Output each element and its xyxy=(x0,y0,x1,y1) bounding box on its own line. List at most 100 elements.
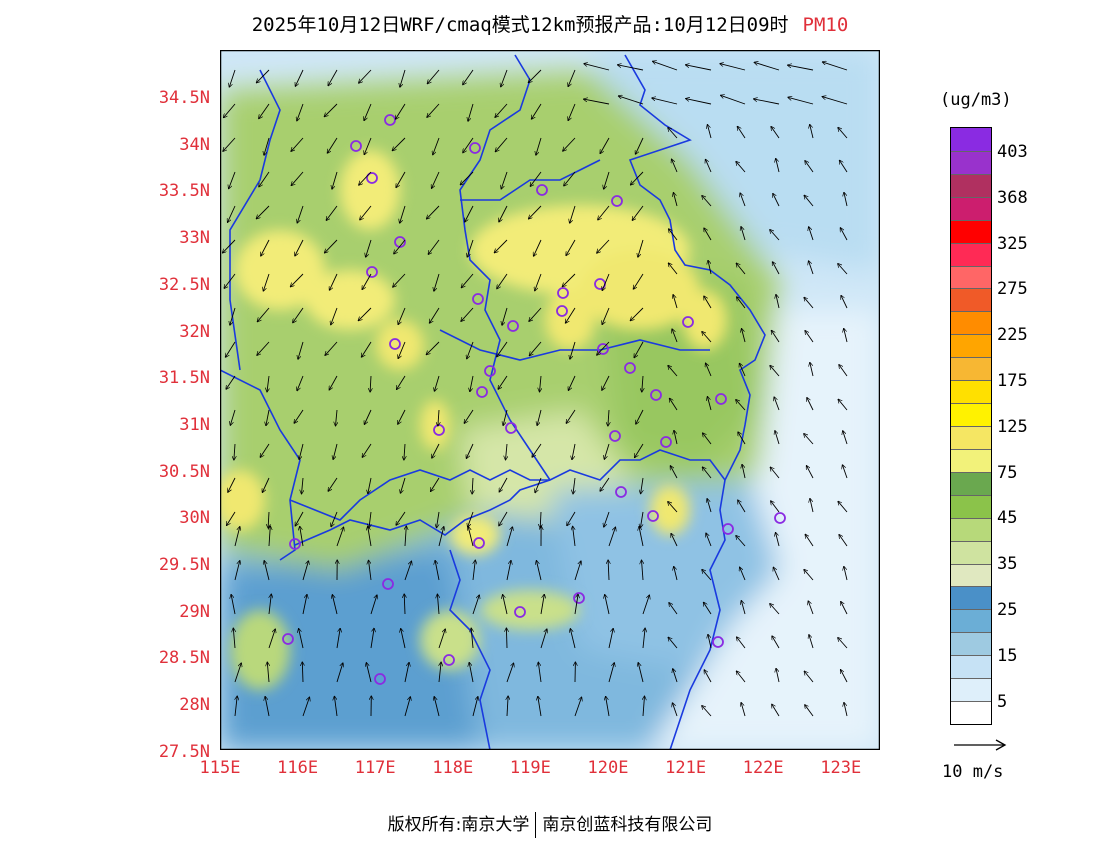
wind-arrow xyxy=(302,662,303,683)
wind-arrow xyxy=(707,125,712,139)
reference-vector-label: 10 m/s xyxy=(942,762,1004,782)
wind-arrow xyxy=(633,273,644,289)
wind-arrow xyxy=(434,273,440,291)
wind-arrow xyxy=(844,566,848,581)
colorbar-segment xyxy=(951,448,991,472)
wind-arrow xyxy=(334,696,338,717)
wind-arrow xyxy=(439,662,441,683)
reference-vector-arrow-icon xyxy=(954,739,1007,751)
wind-arrow xyxy=(668,365,678,377)
wind-arrow xyxy=(640,511,644,528)
wind-arrow xyxy=(736,263,746,275)
wind-arrow xyxy=(600,477,610,491)
wind-arrow xyxy=(234,527,240,547)
wind-arrow xyxy=(638,663,644,683)
colorbar-label: 15 xyxy=(997,645,1018,666)
wind-arrow xyxy=(465,205,474,222)
wind-arrow xyxy=(643,696,645,717)
wind-arrow xyxy=(810,124,814,139)
wind-arrow xyxy=(225,341,236,357)
wind-arrow xyxy=(672,329,678,343)
wind-arrow xyxy=(472,477,473,494)
wind-arrow xyxy=(822,97,848,105)
station-marker xyxy=(715,393,727,405)
wind-arrow xyxy=(435,560,440,581)
lat-tick-label: 29.5N xyxy=(158,555,210,575)
wind-arrow xyxy=(405,526,406,547)
wind-arrow xyxy=(364,409,372,425)
station-marker xyxy=(469,142,481,154)
lat-tick-label: 32N xyxy=(179,321,210,342)
wind-arrow xyxy=(608,527,616,547)
wind-arrow xyxy=(642,595,649,615)
station-marker xyxy=(647,510,659,522)
wind-arrow xyxy=(397,375,406,390)
colorbar-segment xyxy=(951,219,991,243)
wind-arrow xyxy=(434,375,440,391)
wind-arrow xyxy=(672,703,678,717)
wind-arrow xyxy=(602,307,610,325)
boundary-zhejiang-jiangxi xyxy=(294,449,726,546)
wind-arrow xyxy=(707,397,712,411)
wind-arrow xyxy=(438,629,445,649)
yangtze-river xyxy=(439,329,710,361)
wind-arrow xyxy=(261,239,270,256)
wind-arrow xyxy=(336,628,340,649)
wind-arrow xyxy=(267,375,269,392)
wind-arrow xyxy=(737,637,746,649)
wind-arrow xyxy=(437,511,440,528)
wind-arrow xyxy=(805,331,814,343)
wind-arrow xyxy=(540,629,547,649)
wind-arrow xyxy=(670,466,678,479)
wind-arrow xyxy=(461,307,474,321)
wind-arrow xyxy=(463,69,474,85)
wind-arrow xyxy=(597,341,610,355)
wind-arrow xyxy=(776,668,780,683)
wind-arrow xyxy=(804,671,814,683)
wind-arrow xyxy=(368,477,372,494)
boundary-anhui-west xyxy=(229,69,281,371)
wind-arrow xyxy=(256,205,270,219)
wind-arrow xyxy=(608,409,609,426)
wind-arrow xyxy=(669,398,678,411)
wind-arrow xyxy=(229,69,236,87)
wind-arrow xyxy=(369,560,372,581)
wind-arrow xyxy=(535,477,542,493)
wind-arrow xyxy=(773,567,780,581)
wind-arrow xyxy=(704,670,712,683)
wind-arrow xyxy=(506,443,508,460)
wind-arrow xyxy=(300,526,304,547)
wind-arrow xyxy=(838,638,848,649)
wind-arrow xyxy=(574,697,582,717)
wind-arrow xyxy=(358,307,372,321)
colorbar-segment xyxy=(951,380,991,404)
wind-arrow xyxy=(325,341,338,355)
lon-tick-label: 121E xyxy=(665,758,707,778)
wind-arrow xyxy=(506,628,507,649)
footer-left: 版权所有:南京大学 xyxy=(387,815,530,835)
wind-arrow xyxy=(257,341,270,355)
wind-arrow xyxy=(259,171,270,187)
station-marker xyxy=(374,673,386,685)
wind-arrow xyxy=(738,500,746,513)
colorbar-segment xyxy=(951,701,991,724)
wind-arrow xyxy=(472,560,475,581)
monitoring-stations xyxy=(282,114,786,685)
wind-arrow xyxy=(600,137,610,154)
wind-arrow xyxy=(804,434,814,445)
wind-arrow xyxy=(703,602,712,615)
wind-arrow xyxy=(770,604,780,615)
wind-arrow xyxy=(534,239,542,256)
wind-arrow xyxy=(327,137,338,153)
hotspot-jingdezhen xyxy=(450,515,500,555)
station-marker xyxy=(722,523,734,535)
wind-arrow xyxy=(332,595,338,615)
wind-arrow xyxy=(652,98,678,105)
wind-arrow xyxy=(772,636,780,649)
wind-arrow xyxy=(297,103,304,121)
wind-arrow xyxy=(574,594,578,615)
hotspot-southwest xyxy=(230,610,290,690)
wind-arrow xyxy=(841,670,848,683)
wind-arrow xyxy=(466,443,474,459)
wind-arrow xyxy=(737,126,746,139)
